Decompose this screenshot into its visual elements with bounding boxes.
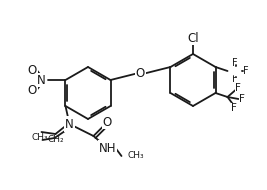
Text: F: F <box>231 103 237 113</box>
Text: CH₃: CH₃ <box>127 151 144 161</box>
Text: F: F <box>239 94 245 104</box>
Text: F: F <box>232 58 237 68</box>
Text: F: F <box>243 66 248 76</box>
Text: O: O <box>28 83 37 97</box>
Text: F: F <box>232 74 237 84</box>
Text: CH₂: CH₂ <box>47 135 64 145</box>
Text: O: O <box>28 63 37 77</box>
Text: CH₃: CH₃ <box>31 132 48 142</box>
Text: F: F <box>235 83 241 93</box>
Text: N: N <box>65 117 74 131</box>
Text: N: N <box>37 74 46 86</box>
Text: O: O <box>136 67 145 80</box>
Text: NH: NH <box>99 142 116 154</box>
Text: Cl: Cl <box>187 32 199 44</box>
Text: O: O <box>103 116 112 128</box>
